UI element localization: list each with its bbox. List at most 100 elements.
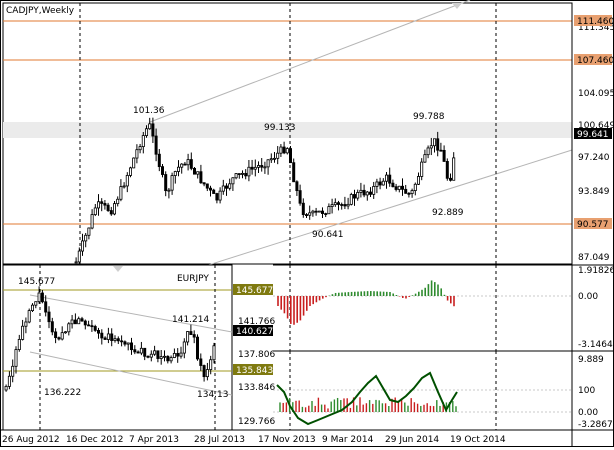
candle-body [372, 186, 376, 195]
macd-panel[interactable]: 1.91826 0.00 -3.1464 [273, 264, 614, 352]
candle-body [391, 182, 395, 188]
price-axis: 111.345 104.095 100.649 97.240 93.849 87… [571, 3, 614, 447]
candle-body [149, 353, 153, 358]
stoch-scale: 9.889 [578, 355, 604, 365]
price-tick: 93.849 [578, 187, 610, 197]
candle-body [126, 342, 130, 345]
candle-body [21, 325, 25, 340]
candle-body [356, 192, 360, 199]
candle-body [228, 183, 232, 189]
candle-body [240, 172, 244, 175]
candle-body [122, 185, 126, 188]
candle-body [189, 331, 193, 335]
candle-body [153, 350, 157, 355]
candle-body [60, 332, 64, 340]
channel-line [29, 294, 233, 333]
candle-body [442, 149, 446, 162]
candle-body [166, 355, 170, 362]
candle-body [27, 310, 31, 323]
time-tick: 9 Mar 2014 [322, 435, 374, 445]
candle-body [73, 319, 77, 325]
candle-body [80, 318, 84, 322]
candle-body [349, 194, 353, 205]
price-tick: 100.649 [578, 121, 614, 131]
candle-body [34, 301, 38, 306]
candle-body [269, 158, 273, 161]
candle-body [125, 175, 129, 187]
candle-body [100, 332, 104, 339]
candle-body [64, 331, 68, 334]
stochastic-panel[interactable]: 9.889 100 0.00 -3.2867 [273, 351, 613, 430]
inset-title: EURJPY [177, 274, 209, 284]
time-tick: 7 Apr 2013 [129, 435, 179, 445]
stoch-scale: 100 [578, 386, 595, 396]
candle-body [404, 188, 408, 194]
time-tick: 17 Nov 2013 [258, 435, 316, 445]
candle-body [4, 385, 8, 391]
candle-body [231, 177, 235, 185]
candle-body [176, 353, 180, 357]
candle-body [93, 207, 97, 216]
annotation: 141.214 [172, 315, 209, 325]
candle-body [83, 320, 87, 326]
candle-body [359, 189, 363, 193]
candle-body [162, 355, 166, 358]
annotation-low: 92.889 [432, 208, 464, 218]
candle-body [186, 331, 190, 343]
candle-body [176, 166, 180, 172]
candle-body [110, 333, 114, 341]
inset-eurjpy-chart[interactable]: EURJPY 145.677 141.214 136.222 134.13 [2, 264, 233, 431]
candle-body [375, 181, 379, 187]
level-tag-label: 111.460 [577, 17, 614, 27]
current-price-tag [574, 128, 612, 139]
candle-body [221, 185, 225, 192]
annotation: 99.788 [413, 112, 445, 122]
candle-body [288, 148, 292, 164]
candle-body [57, 337, 61, 340]
candle-body [129, 342, 133, 351]
candle-body [84, 234, 88, 242]
candle-body [40, 292, 44, 303]
candle-body [169, 357, 173, 362]
candle-body [97, 201, 101, 209]
candle-body [388, 174, 392, 184]
candle-body [196, 171, 200, 175]
candle-body [141, 135, 145, 147]
level-tag [574, 54, 612, 65]
candle-body [180, 163, 184, 168]
candle-body [218, 190, 222, 201]
candle-body [103, 203, 107, 206]
candle-body [11, 365, 15, 377]
candle-body [362, 189, 366, 196]
main-price-chart[interactable]: CADJPY,Weekly 101.36 99.133 99.788 90.64… [2, 0, 573, 331]
candle-body [212, 345, 216, 361]
macd-scale: -3.1464 [578, 340, 613, 350]
candle-body [260, 165, 264, 168]
annotation: 145.677 [18, 277, 55, 287]
candle-body [413, 183, 417, 191]
candle-body [195, 336, 199, 360]
candle-body [186, 159, 190, 166]
stoch-scale: 0.00 [578, 408, 598, 418]
candle-body [7, 375, 11, 387]
level-tag [574, 218, 612, 229]
stochastic-histogram [279, 397, 457, 412]
candle-body [139, 347, 143, 354]
candle-body [224, 185, 228, 189]
candle-body [324, 213, 328, 215]
current-price-label: 140.627 [236, 327, 273, 337]
current-price-tag [233, 325, 273, 336]
candle-body [317, 210, 321, 213]
candle-body [47, 311, 51, 323]
level-tag [574, 15, 612, 26]
macd-scale: 0.00 [578, 292, 598, 302]
time-tick: 29 Jun 2014 [385, 435, 439, 445]
annotation: 134.13 [197, 390, 229, 400]
time-tick: 26 Aug 2012 [2, 435, 60, 445]
candle-body [14, 349, 18, 367]
price-tick: 137.806 [238, 350, 275, 360]
candle-body [333, 202, 337, 206]
level-tag-label: 135.843 [236, 366, 273, 376]
candle-body [50, 321, 54, 333]
